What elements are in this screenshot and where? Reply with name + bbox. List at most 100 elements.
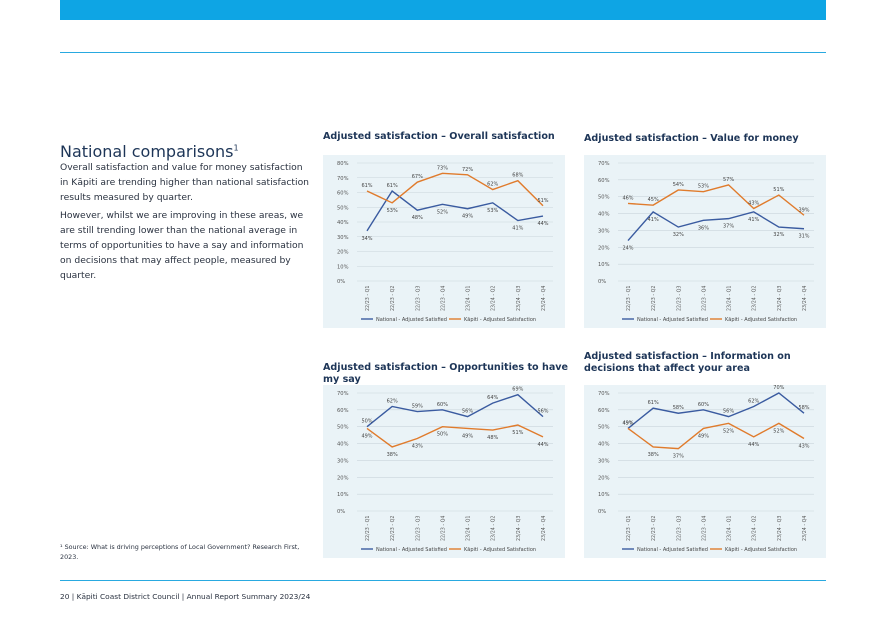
- data-label: 32%: [773, 232, 784, 238]
- legend-label: National - Adjusted Satisfied: [376, 317, 447, 323]
- x-tick-label: 23/24 - Q4: [802, 516, 808, 541]
- x-tick-label: 23/24 - Q3: [516, 516, 522, 541]
- data-label: 46%: [622, 195, 633, 201]
- y-tick-label: 30%: [337, 235, 349, 241]
- y-tick-label: 30%: [337, 458, 349, 464]
- data-label: 64%: [487, 395, 498, 401]
- legend-label: National - Adjusted Satisfied: [637, 547, 708, 553]
- x-tick-label: 23/24 - Q3: [516, 286, 522, 311]
- y-tick-label: 70%: [598, 391, 610, 397]
- data-label: 34%: [361, 236, 372, 242]
- chart-title-overall: Adjusted satisfaction – Overall satisfac…: [323, 131, 555, 142]
- data-label: 73%: [437, 165, 448, 171]
- y-tick-label: 20%: [337, 250, 349, 256]
- data-label: 52%: [723, 428, 734, 434]
- data-label: 41%: [748, 217, 759, 223]
- intro-paragraph: Overall satisfaction and value for money…: [60, 162, 310, 203]
- bottom-divider: [60, 580, 826, 581]
- x-tick-label: 23/24 - Q4: [802, 286, 808, 311]
- x-tick-label: 23/24 - Q1: [727, 516, 733, 541]
- y-tick-label: 20%: [598, 245, 610, 251]
- y-tick-label: 0%: [598, 509, 606, 515]
- x-tick-label: 23/24 - Q2: [752, 286, 758, 311]
- y-tick-label: 70%: [337, 176, 349, 182]
- x-tick-label: 22/23 - Q3: [676, 286, 682, 311]
- data-label: 54%: [673, 182, 684, 188]
- chart-svg: 0% 10% 20% 30% 40% 50% 60% 70% 22/23 - Q1 22/23 -…: [337, 387, 553, 553]
- series-line: [366, 393, 544, 428]
- y-tick-label: 0%: [337, 279, 345, 285]
- series-line: [366, 172, 544, 207]
- page-footer: 20 | Kāpiti Coast District Council | Ann…: [60, 592, 311, 601]
- y-tick-label: 0%: [598, 279, 606, 285]
- y-tick-label: 60%: [598, 178, 610, 184]
- data-label: 38%: [387, 452, 398, 458]
- y-tick-label: 40%: [337, 442, 349, 448]
- data-label: 36%: [698, 225, 709, 231]
- x-tick-label: 22/23 - Q4: [440, 516, 446, 541]
- data-label: 50%: [437, 432, 448, 438]
- series-line: [627, 210, 805, 242]
- legend-label: Kāpiti - Adjusted Satisfaction: [725, 317, 797, 323]
- x-tick-label: 22/23 - Q1: [626, 516, 632, 541]
- data-label: 31%: [798, 234, 809, 240]
- data-label: 32%: [673, 232, 684, 238]
- data-label: 61%: [387, 183, 398, 189]
- y-tick-label: 80%: [337, 161, 349, 167]
- data-label: 53%: [487, 208, 498, 214]
- x-tick-label: 22/23 - Q4: [701, 286, 707, 311]
- series-line: [366, 190, 544, 232]
- data-label: 61%: [648, 400, 659, 406]
- data-label: 49%: [698, 433, 709, 439]
- x-tick-label: 22/23 - Q2: [651, 516, 657, 541]
- chart-title-value: Adjusted satisfaction – Value for money: [584, 133, 799, 144]
- y-tick-label: 70%: [337, 391, 349, 397]
- y-tick-label: 60%: [598, 408, 610, 414]
- x-tick-label: 23/24 - Q1: [466, 516, 472, 541]
- data-label: 43%: [748, 201, 759, 207]
- y-tick-label: 10%: [598, 492, 610, 498]
- legend-label: Kāpiti - Adjusted Satisfaction: [464, 547, 536, 553]
- x-tick-label: 23/24 - Q1: [466, 286, 472, 311]
- data-label: 51%: [773, 187, 784, 193]
- data-label: 38%: [648, 452, 659, 458]
- data-label: 44%: [537, 442, 548, 448]
- series-line: [627, 392, 805, 429]
- chart-svg: 0% 10% 20% 30% 40% 50% 60% 70% 22/23 - Q1 22/23 -…: [598, 161, 814, 323]
- data-label: 24%: [622, 246, 633, 252]
- data-label: 49%: [462, 214, 473, 220]
- x-tick-label: 23/24 - Q4: [541, 286, 547, 311]
- x-tick-label: 22/23 - Q3: [676, 516, 682, 541]
- data-label: 62%: [487, 182, 498, 188]
- data-label: 41%: [512, 226, 523, 232]
- legend-label: National - Adjusted Satisfied: [637, 317, 708, 323]
- series-line: [627, 422, 805, 450]
- x-tick-label: 22/23 - Q1: [626, 286, 632, 311]
- y-tick-label: 30%: [598, 228, 610, 234]
- y-tick-label: 60%: [337, 191, 349, 197]
- y-tick-label: 0%: [337, 509, 345, 515]
- data-label: 70%: [773, 385, 784, 391]
- footnote: ¹ Source: What is driving perceptions of…: [60, 543, 300, 561]
- y-tick-label: 40%: [337, 220, 349, 226]
- data-label: 37%: [723, 224, 734, 230]
- y-tick-label: 20%: [598, 475, 610, 481]
- data-label: 48%: [412, 215, 423, 221]
- data-label: 44%: [537, 221, 548, 227]
- y-tick-label: 10%: [337, 492, 349, 498]
- x-tick-label: 22/23 - Q4: [440, 286, 446, 311]
- data-label: 51%: [512, 430, 523, 436]
- x-tick-label: 23/24 - Q3: [777, 516, 783, 541]
- data-label: 56%: [723, 409, 734, 415]
- x-tick-label: 22/23 - Q3: [415, 516, 421, 541]
- series-line: [366, 424, 544, 448]
- data-label: 69%: [512, 387, 523, 393]
- y-tick-label: 50%: [598, 425, 610, 431]
- chart-title-opportunities: Adjusted satisfaction – Opportunities to…: [323, 362, 569, 385]
- data-label: 58%: [673, 405, 684, 411]
- data-label: 62%: [387, 398, 398, 404]
- data-label: 52%: [437, 209, 448, 215]
- data-label: 39%: [798, 207, 809, 213]
- legend-label: Kāpiti - Adjusted Satisfaction: [725, 547, 797, 553]
- data-label: 50%: [361, 419, 372, 425]
